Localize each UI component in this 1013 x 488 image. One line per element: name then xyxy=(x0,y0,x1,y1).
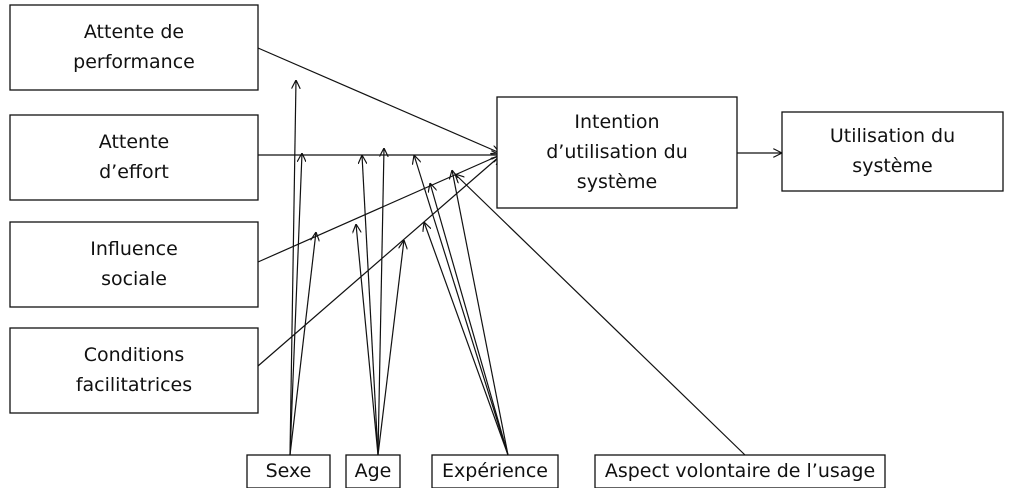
node-label: d’effort xyxy=(99,161,169,183)
node-box xyxy=(431,454,559,488)
node-label: Intention xyxy=(574,111,659,133)
node-label: Conditions xyxy=(84,344,185,366)
node-box xyxy=(9,221,259,308)
arrow xyxy=(289,232,316,456)
arrow xyxy=(452,170,509,456)
node-label: Sexe xyxy=(266,460,312,482)
node-label: facilitatrices xyxy=(76,374,192,396)
node-box xyxy=(594,454,886,488)
arrow xyxy=(289,80,296,456)
arrow xyxy=(362,155,379,456)
node-label: système xyxy=(852,155,932,177)
node-box xyxy=(9,114,259,201)
arrow xyxy=(289,153,302,456)
arrow xyxy=(414,155,509,456)
arrow xyxy=(257,47,500,153)
node-box xyxy=(345,454,401,488)
node-label: Attente de xyxy=(84,21,184,43)
arrow xyxy=(430,183,509,456)
arrow xyxy=(377,148,384,456)
arrow xyxy=(455,174,746,456)
node-box xyxy=(496,96,738,209)
node-label: d’utilisation du xyxy=(546,141,688,163)
node-label: performance xyxy=(73,51,195,73)
node-label: Utilisation du xyxy=(830,125,955,147)
node-label: Aspect volontaire de l’usage xyxy=(605,460,875,482)
node-label: système xyxy=(577,171,657,193)
node-label: Influence xyxy=(90,238,178,260)
node-label: Attente xyxy=(99,131,169,153)
node-box xyxy=(246,454,331,488)
node-box xyxy=(9,327,259,414)
node-label: sociale xyxy=(101,268,167,290)
connectors xyxy=(257,47,782,456)
node-box xyxy=(781,111,1004,192)
arrow xyxy=(377,240,404,456)
node-label: Expérience xyxy=(442,460,548,482)
node-label: Age xyxy=(355,460,392,482)
arrow xyxy=(424,222,509,456)
arrow xyxy=(257,156,500,367)
arrow xyxy=(356,224,379,456)
node-box xyxy=(9,4,259,91)
